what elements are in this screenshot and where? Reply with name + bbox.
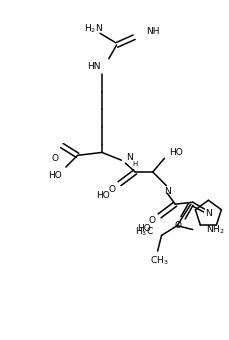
Text: H$_3$C: H$_3$C: [134, 225, 153, 238]
Text: HO: HO: [136, 224, 150, 233]
Text: HO: HO: [96, 191, 109, 200]
Text: NH$_2$: NH$_2$: [206, 223, 224, 236]
Text: O: O: [148, 216, 155, 225]
Text: O: O: [51, 154, 58, 163]
Text: O: O: [174, 221, 181, 230]
Text: HN: HN: [87, 62, 101, 71]
Text: O: O: [108, 185, 115, 194]
Text: CH$_3$: CH$_3$: [150, 255, 168, 267]
Text: HO: HO: [169, 148, 182, 157]
Text: H$_2$N: H$_2$N: [83, 22, 102, 35]
Text: N: N: [126, 153, 133, 162]
Text: N: N: [204, 209, 211, 218]
Text: NH: NH: [145, 27, 159, 36]
Text: HO: HO: [48, 171, 62, 180]
Text: N: N: [164, 187, 170, 196]
Text: H: H: [132, 161, 137, 167]
